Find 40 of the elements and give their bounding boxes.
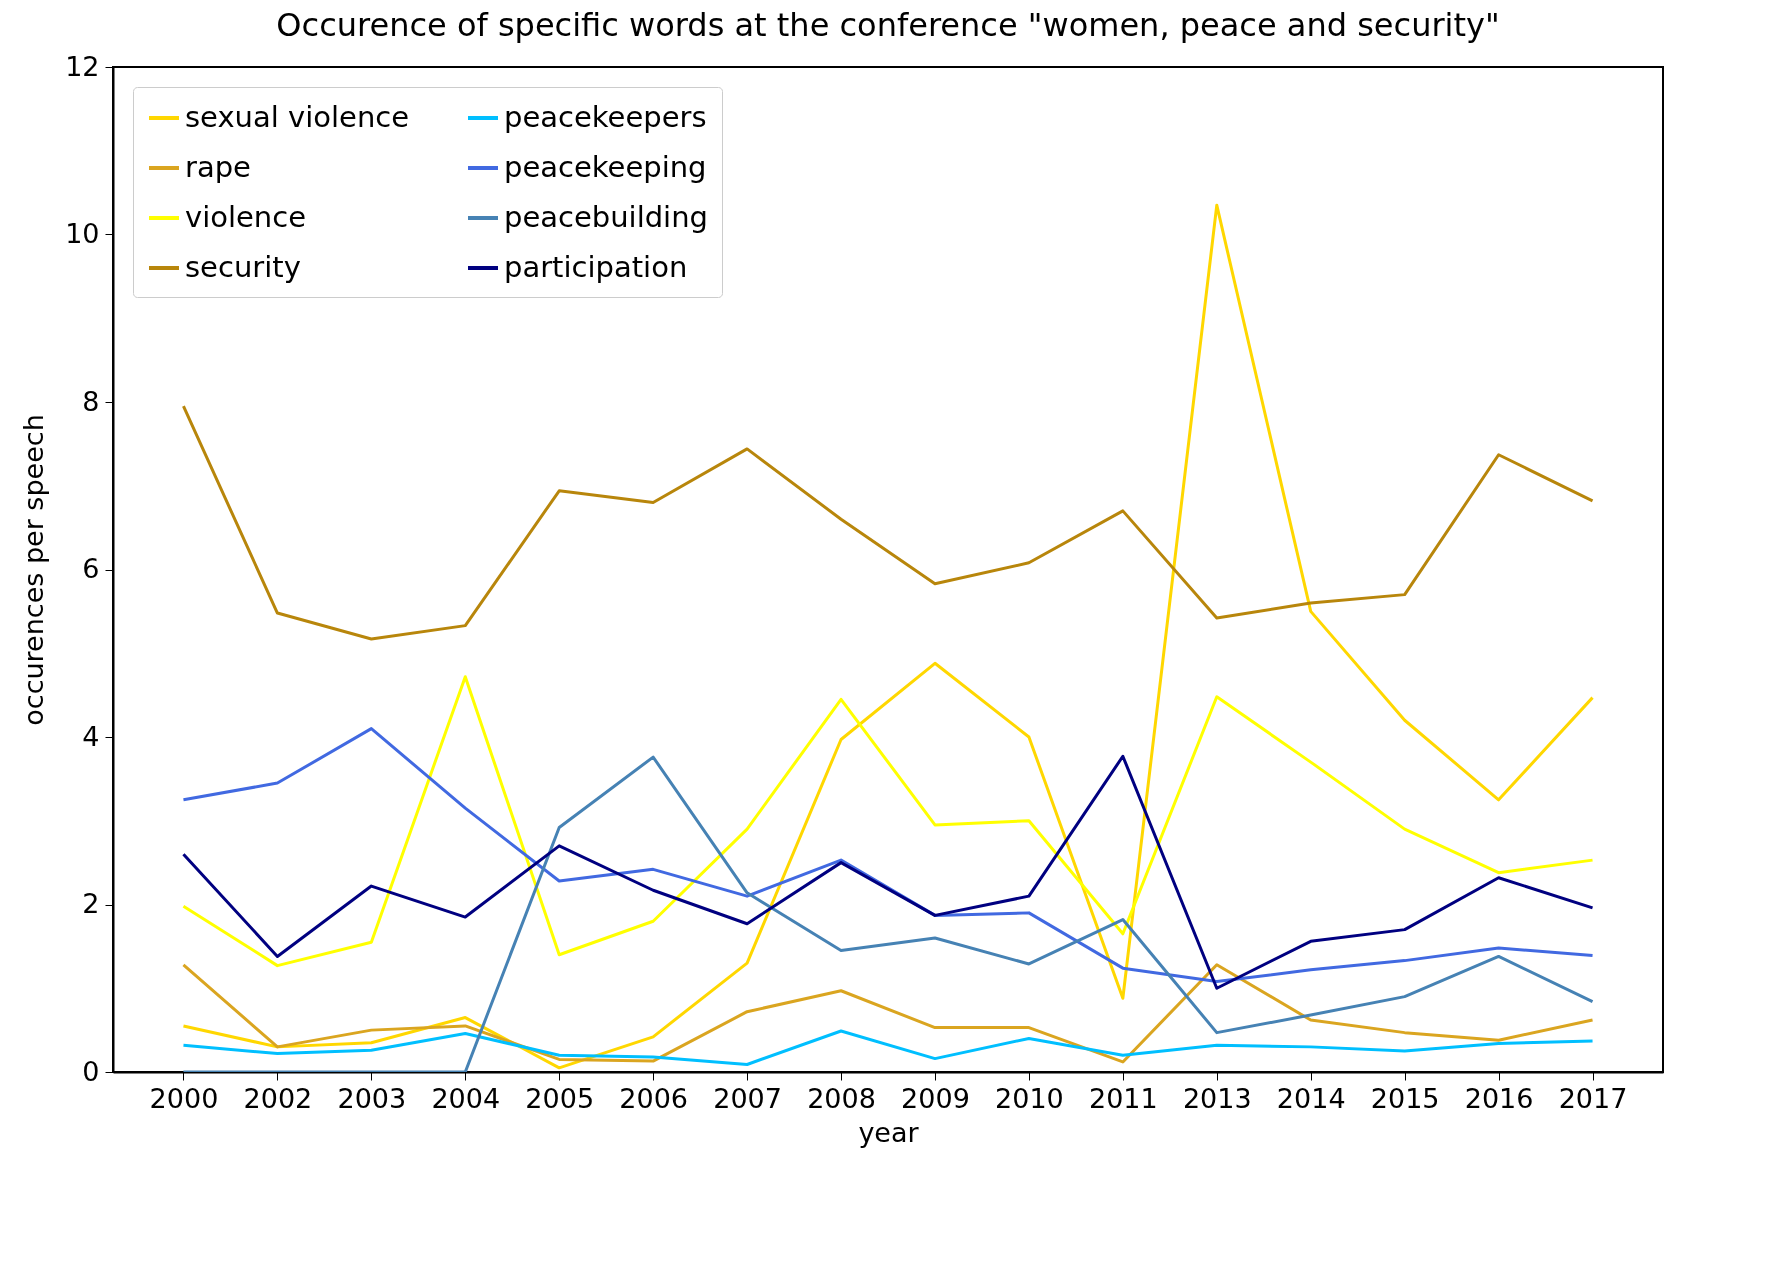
x-tick-label: 2003 (337, 1082, 407, 1114)
legend-label: sexual violence (185, 100, 410, 134)
x-tick-label: 2013 (1182, 1082, 1252, 1114)
x-tick-label: 2009 (901, 1082, 970, 1114)
x-tick-label: 2007 (713, 1082, 782, 1114)
legend-label: peacekeeping (504, 150, 707, 184)
x-tick-label: 2015 (1370, 1082, 1440, 1114)
x-tick-label: 2002 (243, 1082, 313, 1114)
x-tick-label: 2017 (1558, 1082, 1628, 1114)
line-series (181, 963, 1595, 1064)
y-tick-label: 10 (65, 218, 100, 249)
legend-label: participation (504, 250, 688, 284)
x-tick-label: 2014 (1276, 1082, 1346, 1114)
y-tick-label: 8 (82, 385, 100, 417)
y-tick-label: 4 (82, 720, 100, 752)
x-tick-label: 2016 (1464, 1082, 1534, 1114)
x-tick-label: 2010 (995, 1082, 1064, 1114)
line-series (181, 1029, 1595, 1066)
x-tick-label: 2011 (1088, 1082, 1158, 1114)
x-tick-label: 2005 (525, 1082, 595, 1114)
x-tick-label: 2004 (431, 1082, 501, 1114)
line-series (181, 675, 1595, 968)
line-series (181, 755, 1595, 1072)
x-tick-label: 2000 (149, 1082, 219, 1114)
legend-label: security (185, 250, 301, 284)
x-tick-label: 2006 (619, 1082, 689, 1114)
line-series (181, 203, 1595, 1070)
chart-title: Occurence of specific words at the conference "women, peace and security" (276, 6, 1500, 44)
y-tick-label: 12 (65, 50, 100, 82)
y-tick-label: 2 (82, 888, 100, 919)
legend-label: peacekeepers (504, 100, 707, 134)
y-tick-label: 0 (82, 1055, 100, 1087)
y-axis-title: occurences per speech (18, 414, 50, 726)
x-tick-label: 2008 (807, 1082, 876, 1114)
line-series (181, 404, 1595, 641)
legend-label: peacebuilding (504, 200, 708, 234)
x-axis-title: year (858, 1116, 920, 1148)
legend-label: violence (185, 200, 307, 234)
legend-label: rape (185, 150, 251, 184)
y-tick-label: 6 (82, 553, 100, 584)
